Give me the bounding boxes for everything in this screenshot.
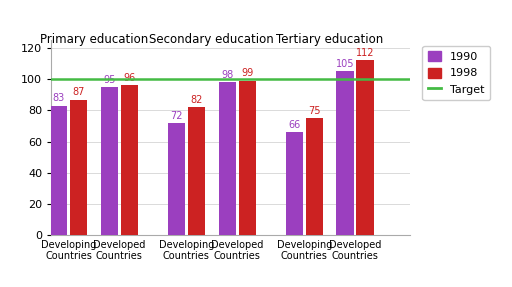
Bar (219, 82, 236, 235)
Text: 99: 99 (241, 68, 253, 78)
Text: 96: 96 (123, 73, 136, 83)
Text: 105: 105 (336, 59, 354, 69)
Text: 95: 95 (103, 75, 116, 85)
Bar (306, 118, 323, 235)
Bar (336, 71, 354, 235)
Bar (70, 100, 87, 235)
Text: 66: 66 (288, 120, 301, 130)
Text: 83: 83 (52, 93, 65, 103)
Bar (101, 87, 118, 235)
Text: 112: 112 (356, 48, 374, 58)
Text: 87: 87 (72, 87, 84, 97)
Text: 98: 98 (221, 70, 233, 80)
Bar (50, 106, 67, 235)
Text: Secondary education: Secondary education (150, 33, 274, 46)
Legend: 1990, 1998, Target: 1990, 1998, Target (422, 46, 490, 100)
Bar (188, 107, 205, 235)
Text: 72: 72 (170, 110, 183, 121)
Text: 82: 82 (190, 95, 203, 105)
Bar (356, 61, 374, 235)
Bar (121, 86, 138, 235)
Text: Primary education: Primary education (40, 33, 148, 46)
Text: Tertiary education: Tertiary education (276, 33, 383, 46)
Bar (239, 81, 256, 235)
Bar (286, 132, 303, 235)
Bar (168, 123, 185, 235)
Text: 75: 75 (308, 106, 321, 116)
